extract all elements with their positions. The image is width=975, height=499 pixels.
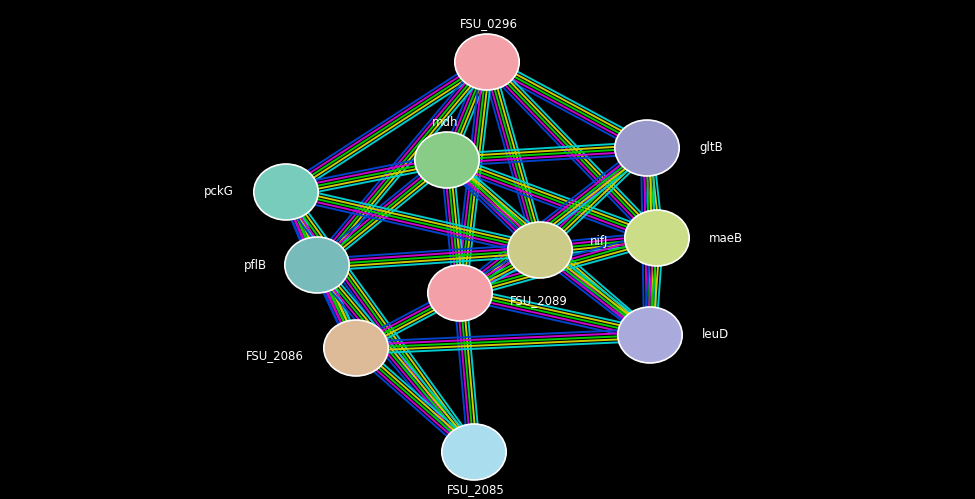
- Text: FSU_2086: FSU_2086: [246, 349, 304, 362]
- Ellipse shape: [324, 320, 388, 376]
- Text: pckG: pckG: [204, 186, 234, 199]
- Text: pflB: pflB: [244, 258, 267, 271]
- Ellipse shape: [615, 120, 680, 176]
- Ellipse shape: [618, 307, 682, 363]
- Text: FSU_2089: FSU_2089: [510, 294, 567, 307]
- Ellipse shape: [442, 424, 506, 480]
- Text: leuD: leuD: [702, 328, 729, 341]
- Text: gltB: gltB: [699, 142, 722, 155]
- Ellipse shape: [428, 265, 492, 321]
- Text: mdh: mdh: [432, 115, 458, 129]
- Text: FSU_0296: FSU_0296: [460, 17, 518, 30]
- Text: FSU_2085: FSU_2085: [448, 484, 505, 497]
- Ellipse shape: [285, 237, 349, 293]
- Ellipse shape: [508, 222, 572, 278]
- Ellipse shape: [414, 132, 479, 188]
- Ellipse shape: [454, 34, 520, 90]
- Ellipse shape: [254, 164, 318, 220]
- Text: nifJ: nifJ: [590, 236, 608, 249]
- Ellipse shape: [625, 210, 689, 266]
- Text: maeB: maeB: [709, 232, 743, 245]
